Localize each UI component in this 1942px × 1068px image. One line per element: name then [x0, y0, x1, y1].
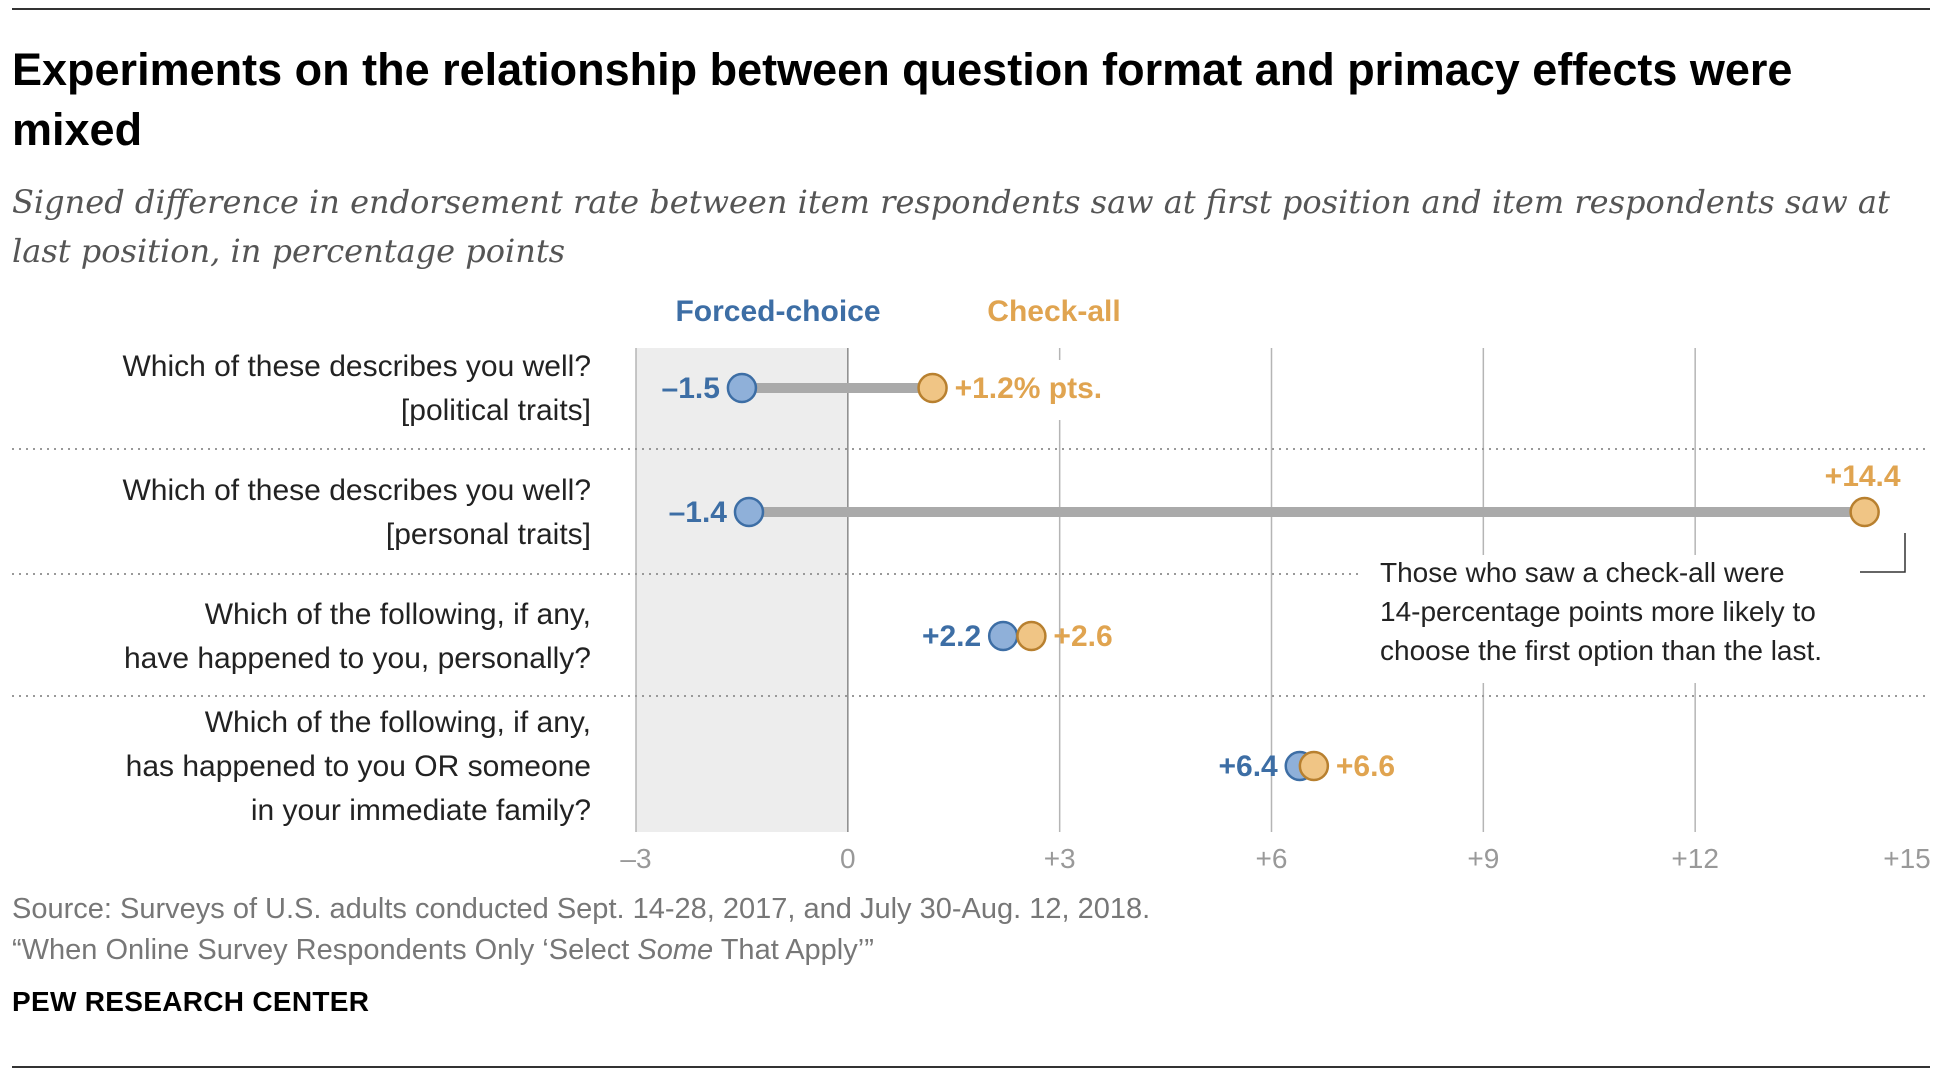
forced-choice-dot	[733, 496, 765, 528]
top-rule	[12, 8, 1930, 10]
forced-choice-dot	[987, 620, 1019, 652]
dot-plot: –3 0 +3 +6 +9 +12 +15 Forced-choice Check-all Tho…	[12, 295, 1931, 874]
report-title: “When Online Survey Respondents Only ‘Se…	[12, 934, 874, 967]
row-label: Which of the following, if any,	[205, 598, 591, 631]
row-label: Which of the following, if any,	[205, 706, 591, 739]
forced-choice-value-label: +2.2	[922, 620, 981, 653]
forced-choice-value-label: –1.4	[669, 496, 728, 529]
check-all-dot	[917, 372, 948, 404]
annotation-text: Those who saw a check-all were	[1380, 557, 1785, 588]
row-label: have happened to you, personally?	[124, 642, 591, 675]
annotation-text: 14-percentage points more likely to	[1380, 596, 1816, 627]
forced-choice-value-label: –1.5	[662, 372, 720, 405]
x-tick-label: +12	[1671, 843, 1719, 874]
annotation-leader	[1860, 533, 1906, 573]
check-all-value-label: +1.2% pts.	[955, 372, 1103, 405]
report-title-start: “When Online Survey Respondents Only ‘Se…	[12, 934, 638, 966]
check-all-value-label: +14.4	[1825, 460, 1901, 493]
brand-logo-text: PEW RESEARCH CENTER	[12, 986, 370, 1017]
chart-title: Experiments on the relationship between …	[12, 44, 1793, 155]
bottom-rule	[12, 1066, 1930, 1068]
row-label: [personal traits]	[386, 518, 591, 551]
annotation-text: choose the first option than the last.	[1380, 635, 1822, 666]
check-all-value-label: +2.6	[1053, 620, 1112, 653]
x-tick-label: 0	[840, 843, 856, 874]
row-label: Which of these describes you well?	[122, 350, 591, 383]
forced-choice-value-label: +6.4	[1219, 750, 1279, 783]
row-label: [political traits]	[401, 394, 591, 427]
source-note: Source: Surveys of U.S. adults conducted…	[12, 893, 1151, 925]
negative-region-shade	[636, 348, 848, 832]
x-tick-label: +15	[1883, 843, 1931, 874]
row-label: Which of these describes you well?	[122, 474, 591, 507]
check-all-dot	[1849, 496, 1880, 528]
row-label: in your immediate family?	[251, 794, 591, 827]
forced-choice-dot	[726, 372, 758, 404]
legend-forced-choice: Forced-choice	[675, 295, 880, 328]
annotation-backdrop	[1360, 555, 1930, 683]
check-all-dot	[1298, 750, 1330, 782]
legend-check-all: Check-all	[987, 295, 1120, 328]
x-tick-label: +9	[1467, 843, 1499, 874]
report-title-end: That Apply’”	[713, 934, 874, 966]
report-title-emphasis: Some	[637, 934, 714, 966]
x-tick-label: +6	[1256, 843, 1288, 874]
check-all-dot	[1016, 620, 1047, 652]
x-tick-label: +3	[1044, 843, 1076, 874]
x-tick-label: –3	[620, 843, 651, 874]
chart-subtitle: Signed difference in endorsement rate be…	[12, 183, 1890, 270]
check-all-value-label: +6.6	[1336, 750, 1395, 783]
row-label: has happened to you OR someone	[126, 750, 591, 783]
